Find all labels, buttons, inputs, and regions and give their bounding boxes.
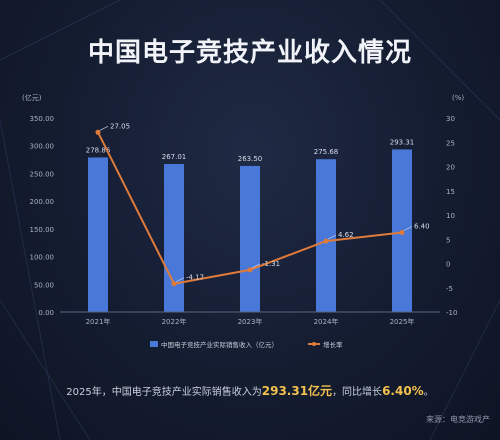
growth-leader — [99, 126, 109, 131]
x-tick-label: 2022年 — [162, 317, 187, 326]
bar-value-label: 275.68 — [314, 148, 339, 156]
bar-value-label: 293.31 — [390, 138, 415, 146]
bar — [88, 157, 108, 312]
bar-value-label: 263.50 — [238, 155, 263, 163]
summary-rate: 6.40% — [382, 384, 424, 398]
growth-leader — [251, 263, 261, 269]
right-axis: (%) -10 -5 0 5 10 15 20 25 30 — [446, 94, 464, 317]
right-tick-label: 10 — [446, 212, 455, 220]
summary-text: 2025年，中国电子竞技产业实际销售收入为293.31亿元，同比增长6.40%。 — [0, 382, 500, 399]
growth-leader — [327, 234, 337, 240]
right-tick-label: 30 — [446, 115, 455, 123]
bar-value-label: 267.01 — [162, 153, 187, 161]
bar-value-label: 278.86 — [86, 146, 111, 154]
left-tick-label: 350.00 — [30, 115, 55, 123]
right-tick-label: 5 — [446, 236, 450, 244]
x-tick-label: 2021年 — [86, 317, 111, 326]
summary-prefix: 2025年，中国电子竞技产业实际销售收入为 — [66, 387, 262, 398]
legend-line-label: 增长率 — [323, 340, 343, 349]
right-tick-label: -5 — [446, 285, 453, 293]
x-axis: 2021年 2022年 2023年 2024年 2025年 — [60, 311, 440, 326]
legend-bar-swatch — [150, 341, 158, 347]
left-tick-label: 250.00 — [30, 170, 55, 178]
growth-leader — [175, 277, 185, 282]
growth-point — [323, 238, 329, 244]
decor-line — [0, 299, 91, 440]
left-axis-unit: (亿元) — [22, 93, 42, 102]
decor-line — [429, 299, 500, 440]
growth-value-label: 6.40 — [414, 222, 430, 230]
decor-line — [0, 0, 121, 61]
summary-suffix: 。 — [423, 387, 434, 398]
right-tick-label: 20 — [446, 164, 455, 172]
source-note: 来源：电竞游戏产 — [426, 415, 490, 424]
left-axis: (亿元) 0.00 50.00 100.00 150.00 200.00 250.00 300… — [22, 93, 54, 317]
bar — [240, 165, 260, 312]
right-axis-unit: (%) — [452, 94, 464, 102]
growth-value-label: -4.17 — [186, 274, 204, 282]
decor-line — [0, 119, 61, 440]
growth-point — [247, 267, 253, 273]
growth-value-label: 27.05 — [110, 122, 130, 130]
legend-line-marker — [312, 342, 316, 346]
bar-series: 278.86 267.01 263.50 275.68 293.31 — [86, 138, 415, 312]
growth-point — [95, 129, 101, 135]
legend: 中国电子竞技产业实际销售收入（亿元） 增长率 — [150, 340, 343, 349]
right-tick-label: 25 — [446, 139, 455, 147]
growth-point — [171, 281, 177, 287]
line-series: 27.05 -4.17 -1.31 4.62 6.40 — [95, 122, 430, 287]
left-tick-label: 150.00 — [30, 226, 55, 234]
x-tick-label: 2023年 — [238, 317, 263, 326]
left-tick-label: 0.00 — [38, 309, 54, 317]
left-tick-label: 100.00 — [30, 254, 55, 262]
left-tick-label: 50.00 — [34, 281, 54, 289]
growth-value-label: -1.31 — [262, 260, 280, 268]
decor-line — [379, 0, 500, 121]
right-tick-label: 15 — [446, 188, 455, 196]
x-tick-label: 2024年 — [314, 317, 339, 326]
x-tick-label: 2025年 — [390, 317, 415, 326]
bar — [164, 164, 184, 312]
growth-value-label: 4.62 — [338, 231, 354, 239]
summary-middle: ，同比增长 — [332, 387, 383, 398]
growth-point — [399, 229, 405, 235]
right-tick-label: 0 — [446, 261, 450, 269]
left-tick-label: 200.00 — [30, 198, 55, 206]
legend-bar-label: 中国电子竞技产业实际销售收入（亿元） — [161, 340, 278, 349]
right-tick-label: -10 — [446, 309, 457, 317]
summary-value: 293.31亿元 — [261, 384, 333, 398]
left-tick-label: 300.00 — [30, 143, 55, 151]
bar — [316, 159, 336, 312]
growth-leader — [403, 226, 413, 231]
chart-title: 中国电子竞技产业收入情况 — [87, 38, 412, 68]
